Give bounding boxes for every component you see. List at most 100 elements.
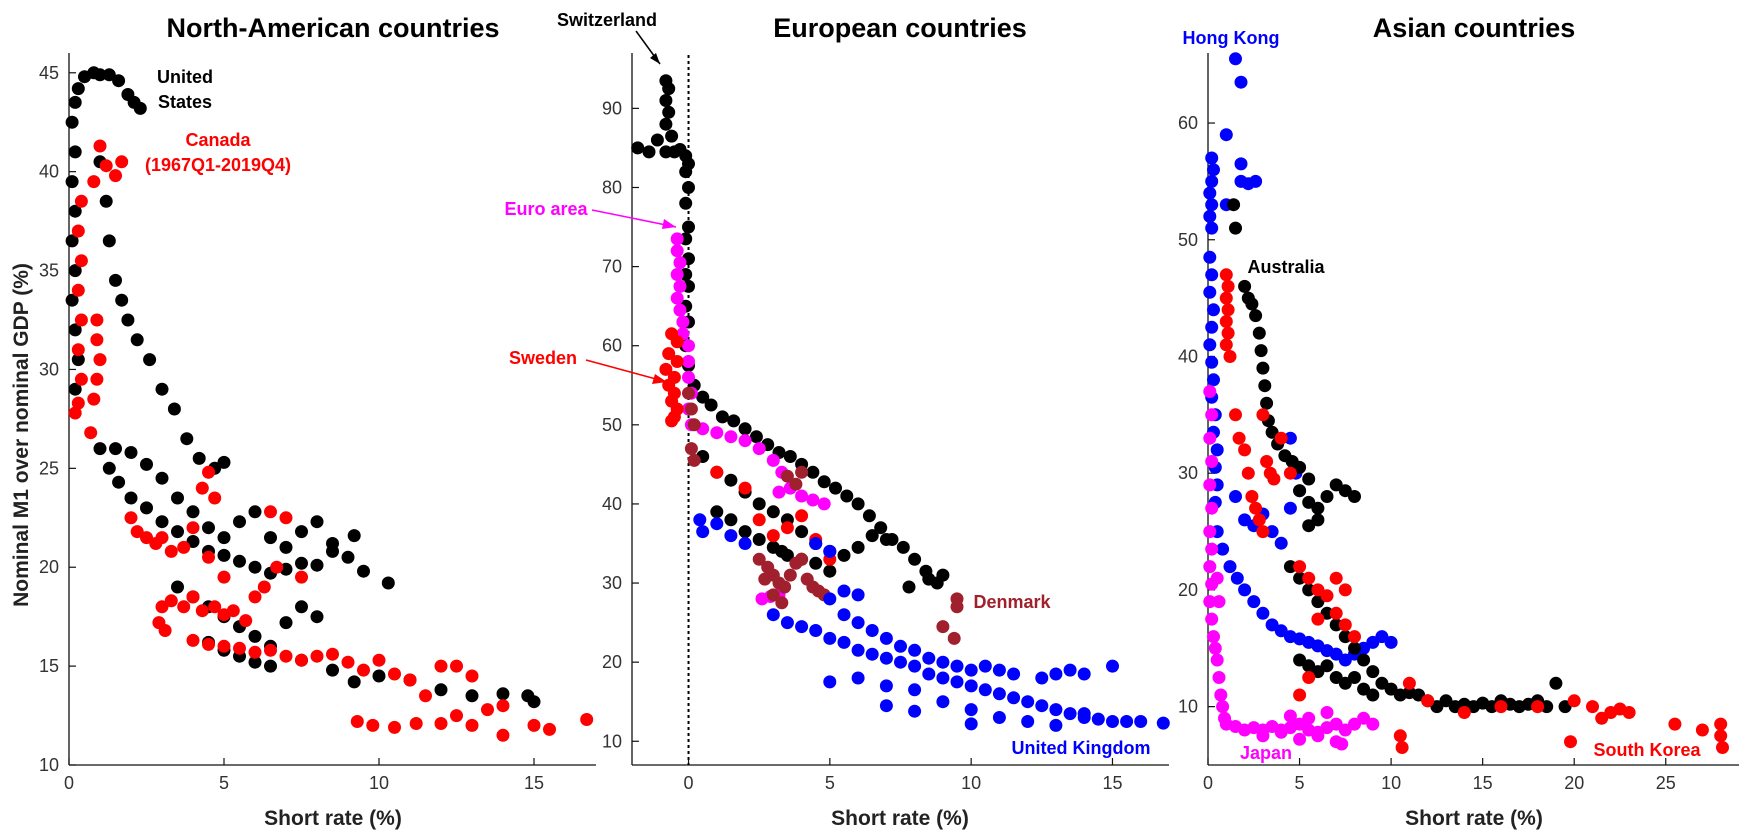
- y-tick-label: 40: [602, 494, 622, 514]
- x-tick-label: 25: [1656, 773, 1676, 793]
- data-point-japan: [1335, 737, 1349, 751]
- data-point-south-korea: [1531, 700, 1545, 714]
- data-point-canada: [202, 465, 215, 479]
- data-point-united-kingdom: [837, 635, 851, 649]
- data-point-australia: [1329, 618, 1343, 632]
- data-point-euro-area: [682, 370, 695, 384]
- data-point-switzerland: [659, 117, 673, 131]
- data-point-denmark: [766, 588, 780, 602]
- data-point-hong-kong: [1216, 542, 1230, 556]
- data-point-canada: [372, 653, 386, 667]
- data-point-united-states: [65, 234, 79, 248]
- data-point-euro-area: [670, 291, 684, 305]
- annotation-arrow: [591, 209, 677, 228]
- data-point-canada: [90, 372, 104, 386]
- data-point-switzerland: [662, 105, 676, 119]
- data-point-canada: [71, 224, 85, 238]
- tick-layer: 0 5 10 15 20 25 10 20 30 40 50 60: [1178, 53, 1739, 793]
- data-point-switzerland: [710, 505, 724, 519]
- annotation-australia: Australia: [1247, 257, 1325, 277]
- data-point-hong-kong: [1205, 198, 1219, 212]
- data-point-united-kingdom: [1120, 715, 1134, 728]
- data-point-hong-kong: [1207, 303, 1220, 317]
- data-point-japan: [1320, 706, 1334, 719]
- x-tick-label: 0: [684, 773, 694, 793]
- data-point-hong-kong: [1274, 536, 1288, 550]
- annotation-arrow: [585, 359, 668, 383]
- data-point-canada: [124, 511, 138, 525]
- data-point-australia: [1256, 361, 1270, 375]
- data-point-south-korea: [1221, 326, 1235, 340]
- data-point-canada: [208, 600, 222, 614]
- data-point-united-kingdom: [908, 643, 922, 657]
- data-point-japan: [1203, 525, 1217, 539]
- data-point-japan: [1302, 711, 1316, 725]
- data-point-euro-area: [766, 453, 780, 467]
- data-point-australia: [1293, 571, 1307, 585]
- data-point-canada: [248, 645, 262, 659]
- data-point-south-korea: [1567, 694, 1581, 708]
- data-point-united-kingdom: [922, 667, 936, 681]
- data-point-united-states: [68, 204, 82, 218]
- data-point-canada: [140, 531, 153, 545]
- data-point-switzerland: [727, 414, 741, 428]
- data-point-australia: [1357, 653, 1371, 667]
- data-point-switzerland: [766, 505, 780, 519]
- data-point-switzerland: [662, 82, 676, 96]
- data-point-switzerland: [752, 497, 766, 511]
- data-point-canada: [357, 663, 370, 677]
- data-point-euro-area: [795, 489, 809, 503]
- data-point-canada: [195, 481, 209, 495]
- data-point-hong-kong: [1223, 560, 1237, 574]
- data-point-south-korea: [1238, 443, 1252, 457]
- data-point-canada: [158, 624, 172, 637]
- data-point-australia: [1260, 396, 1274, 410]
- data-point-united-kingdom: [950, 659, 964, 673]
- data-point-switzerland: [738, 525, 752, 539]
- data-point-japan: [1210, 571, 1224, 585]
- annotations: Hong Kong Australia Japan South Korea: [1183, 28, 1702, 763]
- data-point-united-states: [347, 675, 361, 689]
- data-point-united-kingdom: [1049, 718, 1063, 732]
- data-point-switzerland: [659, 145, 673, 159]
- data-point-united-states: [434, 683, 448, 697]
- data-point-switzerland: [837, 548, 851, 562]
- data-point-united-kingdom: [879, 679, 893, 693]
- data-point-south-korea: [1302, 671, 1316, 684]
- data-point-united-states: [248, 655, 262, 669]
- data-point-switzerland: [908, 552, 922, 566]
- data-point-hong-kong: [1283, 431, 1297, 445]
- data-point-denmark: [795, 552, 809, 566]
- data-point-united-states: [155, 382, 169, 396]
- data-point-sweden: [752, 513, 766, 527]
- data-point-denmark: [780, 469, 794, 483]
- y-tick-label: 50: [602, 415, 622, 435]
- y-tick-label: 30: [39, 359, 59, 379]
- data-point-united-states: [109, 442, 122, 456]
- data-point-australia: [1366, 688, 1380, 702]
- data-point-united-states: [171, 491, 184, 505]
- data-point-switzerland: [823, 564, 837, 578]
- annotation-united: United: [157, 67, 213, 87]
- x-axis-label: Short rate (%): [264, 807, 402, 830]
- data-point-denmark: [752, 552, 766, 566]
- data-point-switzerland: [874, 521, 888, 535]
- data-point-euro-area: [673, 256, 687, 270]
- x-tick-label: 15: [524, 773, 544, 793]
- data-point-canada: [186, 521, 200, 535]
- data-point-canada: [84, 426, 98, 440]
- data-point-united-states: [357, 564, 370, 578]
- data-point-united-kingdom: [894, 639, 907, 653]
- data-point-japan: [1208, 641, 1222, 655]
- data-point-switzerland: [775, 544, 789, 558]
- data-point-south-korea: [1695, 723, 1709, 737]
- data-point-canada: [217, 570, 231, 584]
- data-point-australia: [1320, 490, 1334, 503]
- data-point-south-korea: [1219, 338, 1233, 352]
- data-point-united-kingdom: [809, 537, 823, 550]
- data-point-canada: [68, 406, 82, 420]
- data-point-canada: [403, 673, 417, 687]
- data-point-united-kingdom: [894, 655, 907, 669]
- annotation-united-kingdom: United Kingdom: [1012, 738, 1151, 758]
- data-point-united-states: [115, 293, 129, 307]
